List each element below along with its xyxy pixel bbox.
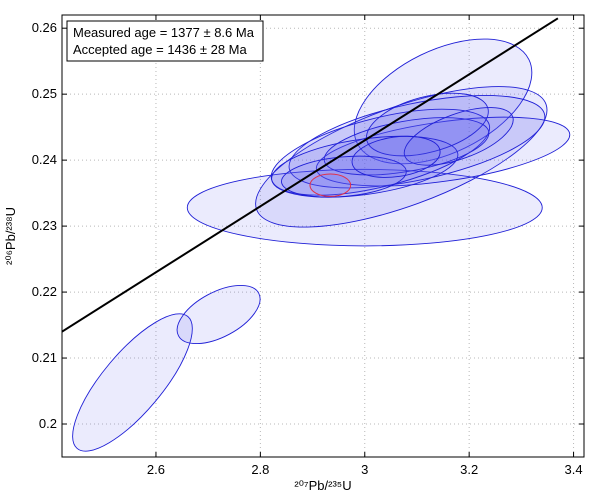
axis-ticks: 2.6 2.8 3 3.2 3.4 0.2 0.21 0.22 0.23 0.24 0.25 0.26 [32, 15, 584, 477]
x-tick-label: 3.2 [460, 462, 478, 477]
y-axis-label: ²⁰⁶Pb/²³⁸U [3, 207, 18, 265]
error-ellipse-3 [353, 38, 533, 165]
error-ellipse-11 [403, 107, 514, 166]
y-tick-label: 0.2 [39, 416, 57, 431]
plot-background [62, 15, 584, 457]
highlight-ellipse [309, 173, 352, 197]
reference-line-layer [62, 17, 559, 333]
y-tick-label: 0.26 [32, 20, 57, 35]
y-tick-label: 0.25 [32, 86, 57, 101]
error-ellipse-9 [366, 92, 489, 157]
error-ellipse-8 [323, 117, 490, 176]
y-tick-label: 0.23 [32, 218, 57, 233]
legend-box: Measured age = 1377 ± 8.6 Ma Accepted ag… [66, 20, 264, 62]
error-ellipse-1 [176, 284, 261, 345]
x-tick-label: 2.8 [251, 462, 269, 477]
legend-line-accepted: Accepted age = 1436 ± 28 Ma [73, 42, 247, 57]
concordia-reference-line [62, 17, 559, 333]
x-tick-label: 2.6 [147, 462, 165, 477]
plot-frame [61, 14, 585, 458]
error-ellipse-13 [351, 135, 441, 178]
ellipses-layer [72, 38, 571, 452]
error-ellipse-0 [72, 313, 193, 452]
legend-line-measured: Measured age = 1377 ± 8.6 Ma [73, 25, 255, 40]
x-tick-label: 3 [361, 462, 368, 477]
error-ellipse-10 [271, 135, 459, 198]
legend-frame [66, 20, 264, 62]
y-tick-label: 0.22 [32, 284, 57, 299]
grid-lines [62, 15, 584, 457]
x-tick-label: 3.4 [565, 462, 583, 477]
error-ellipse-5 [315, 116, 571, 187]
x-axis-label: ²⁰⁷Pb/²³⁵U [294, 478, 351, 493]
y-tick-label: 0.24 [32, 152, 57, 167]
y-tick-label: 0.21 [32, 350, 57, 365]
